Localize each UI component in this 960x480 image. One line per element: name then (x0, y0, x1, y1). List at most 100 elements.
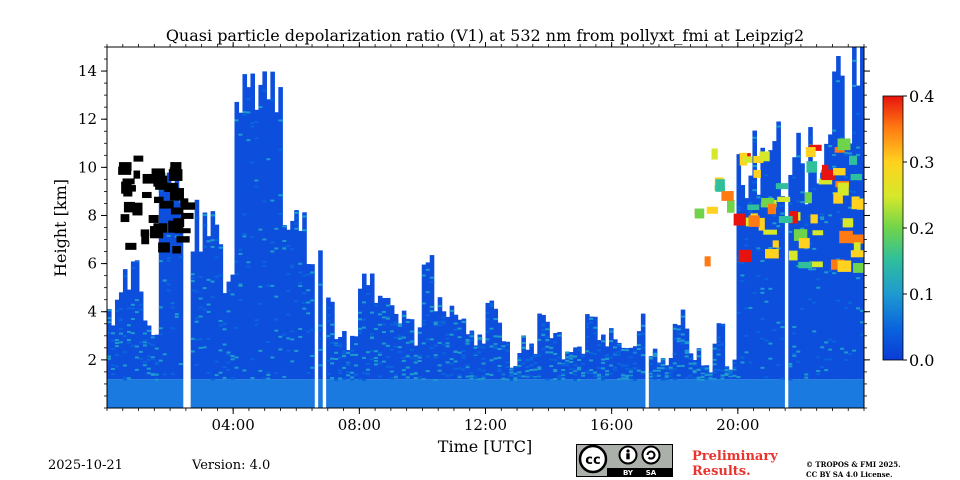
cell (792, 325, 797, 328)
cell (756, 194, 762, 380)
cell (676, 379, 682, 408)
cell (445, 374, 451, 377)
cell (569, 368, 574, 371)
cell (381, 342, 387, 345)
cell (812, 247, 817, 250)
cell (330, 333, 335, 336)
y-tick-label: 8 (87, 206, 97, 224)
colorbar-tick-label: 0.2 (909, 219, 934, 238)
cell (358, 311, 363, 314)
cell (748, 209, 754, 212)
cell (150, 336, 156, 339)
feature-cell (837, 260, 852, 272)
cell (290, 330, 295, 333)
cell (342, 366, 347, 369)
cell (788, 202, 793, 205)
feature-cell (132, 202, 143, 216)
cell (134, 260, 140, 263)
cell (421, 302, 427, 305)
cell (612, 339, 618, 380)
cell (692, 369, 698, 372)
cell (840, 136, 845, 139)
cell (704, 377, 710, 380)
cell (792, 379, 797, 408)
cell (628, 356, 634, 359)
cell (294, 211, 299, 214)
cell (664, 367, 670, 370)
cell (744, 198, 750, 380)
cell (346, 371, 351, 374)
cell (696, 376, 702, 379)
cell (350, 378, 355, 381)
cell (437, 341, 443, 344)
cell (489, 304, 495, 307)
cell (433, 323, 439, 326)
cell (720, 343, 726, 346)
cell (509, 379, 514, 408)
cell (461, 356, 467, 359)
cell (286, 313, 291, 316)
cell (788, 362, 793, 365)
cell (672, 323, 678, 380)
cell (302, 229, 307, 232)
cell (780, 196, 785, 380)
cell (660, 361, 666, 364)
cell (752, 136, 758, 139)
cell (170, 187, 176, 380)
feature-cell (856, 198, 864, 210)
cell (481, 357, 487, 360)
cell (206, 303, 212, 306)
cell (589, 352, 594, 355)
feature-cell (747, 204, 760, 211)
cell (381, 360, 387, 363)
cell (150, 373, 156, 376)
feature-cell (851, 196, 860, 210)
cell (238, 133, 244, 136)
cell (310, 264, 315, 380)
cell (142, 341, 148, 344)
cell (860, 47, 864, 380)
cell (497, 347, 503, 350)
cell (724, 374, 730, 377)
cell (425, 338, 431, 341)
cell (776, 364, 781, 367)
cell (154, 379, 160, 408)
cell (417, 331, 423, 334)
cell (477, 378, 483, 381)
cell (748, 201, 754, 204)
cell (812, 301, 817, 304)
cell (342, 379, 347, 408)
cell (310, 366, 315, 369)
cell (465, 366, 471, 369)
cell (557, 356, 562, 359)
cell (330, 379, 335, 408)
cell (804, 376, 809, 379)
cell (198, 297, 204, 300)
feature-cell (760, 202, 768, 208)
cell (246, 265, 252, 268)
cell (612, 368, 618, 371)
cell (485, 311, 491, 314)
cell (688, 367, 694, 370)
cell (656, 367, 662, 370)
cell (684, 376, 690, 379)
cell (716, 336, 722, 339)
cell (636, 379, 642, 408)
cell (724, 370, 730, 373)
cell (258, 228, 263, 231)
feature-cell (153, 196, 164, 204)
cell (505, 379, 511, 408)
cell (214, 239, 220, 242)
cell (278, 87, 283, 380)
cc-by-sa-badge-icon[interactable]: cc BY SA (576, 444, 673, 477)
feature-cell (177, 188, 184, 200)
cell (437, 297, 443, 380)
cell (445, 379, 451, 408)
cell (190, 280, 196, 283)
cell (640, 372, 646, 375)
cell (206, 372, 212, 375)
cell (178, 363, 184, 366)
cell (222, 366, 228, 369)
cell (760, 337, 765, 340)
cell (234, 379, 240, 408)
